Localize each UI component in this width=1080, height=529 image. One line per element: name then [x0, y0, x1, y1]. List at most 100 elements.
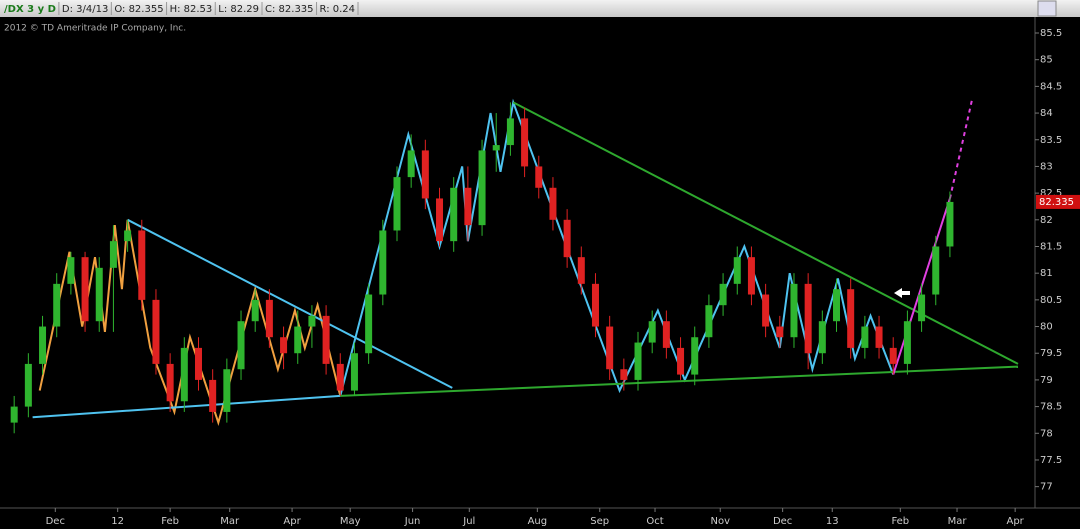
candle-body: [747, 257, 755, 295]
header-field: /DX 3 y D: [4, 4, 56, 15]
header: /DX 3 y D D: 3/4/13 O: 82.355 H: 82.53 L: 82…: [4, 2, 359, 15]
x-tick-label: Dec: [46, 516, 65, 527]
header-field: H: 82.53: [170, 4, 213, 15]
trend-line: [127, 218, 453, 389]
candle-body: [861, 326, 869, 348]
candle-body: [705, 305, 713, 338]
x-tick-label: Jul: [462, 516, 475, 527]
candle-body: [81, 257, 89, 322]
candle-body: [577, 257, 585, 284]
candle-body: [606, 326, 614, 370]
candle-body: [124, 230, 132, 242]
copyright: 2012 © TD Ameritrade IP Company, Inc.: [4, 24, 186, 34]
x-tick-label: Mar: [948, 516, 968, 527]
header-field: R: 0.24: [320, 4, 355, 15]
candle-body: [506, 118, 514, 146]
candle-body: [10, 406, 18, 423]
candle-body: [833, 289, 841, 322]
candle-body: [308, 315, 316, 327]
candle-body: [549, 187, 557, 220]
candle-body: [733, 257, 741, 284]
candle-body: [379, 230, 387, 295]
header-bar: [0, 0, 1080, 17]
candle-body: [322, 315, 330, 364]
trend-line: [340, 365, 1019, 397]
candle-body: [762, 294, 770, 327]
y-tick-label: 85: [1040, 55, 1053, 66]
x-tick-label: Feb: [161, 516, 179, 527]
x-tick-label: Nov: [710, 516, 730, 527]
candle-body: [166, 363, 174, 402]
x-tick-label: Jun: [404, 516, 421, 527]
candle-body: [492, 145, 500, 151]
candle-body: [478, 150, 486, 226]
x-tick-label: May: [340, 516, 361, 527]
y-tick-label: 85.5: [1040, 28, 1062, 39]
x-tick-label: Sep: [590, 516, 609, 527]
header-icon[interactable]: [1037, 0, 1057, 17]
y-tick-label: 82.5: [1040, 188, 1062, 199]
y-tick-label: 82: [1040, 215, 1053, 226]
candle-body: [407, 150, 415, 178]
candle-body: [464, 187, 472, 226]
x-tick-label: Aug: [528, 516, 548, 527]
candle-body: [223, 369, 231, 412]
y-tick-label: 84: [1040, 108, 1053, 119]
arrow-marker: [894, 288, 910, 298]
candle-body: [946, 201, 954, 247]
candle-body: [294, 326, 302, 354]
header-field: C: 82.335: [265, 4, 314, 15]
candle-body: [591, 283, 599, 327]
y-tick-label: 83: [1040, 161, 1053, 172]
candle-body: [932, 246, 940, 295]
candle-body: [180, 347, 188, 402]
candle-body: [450, 187, 458, 242]
y-tick-label: 77.5: [1040, 455, 1062, 466]
x-tick-label: Apr: [283, 516, 301, 527]
candle-body: [691, 337, 699, 375]
y-tick-label: 79.5: [1040, 348, 1062, 359]
candle-body: [53, 283, 61, 327]
y-tick-label: 77: [1040, 482, 1053, 493]
x-tick-label: 12: [111, 516, 124, 527]
candle-body: [620, 369, 628, 380]
y-tick-label: 84.5: [1040, 81, 1062, 92]
y-tick-label: 83.5: [1040, 135, 1062, 146]
x-tick-label: Dec: [773, 516, 792, 527]
candle-body: [24, 363, 32, 407]
y-tick-label: 81: [1040, 268, 1053, 279]
candle-body: [237, 321, 245, 370]
candle-body: [918, 294, 926, 322]
plot: [32, 96, 1019, 427]
candle-body: [251, 299, 259, 322]
candle-body: [336, 363, 344, 391]
last-price-label: 82.335: [1039, 197, 1074, 208]
y-tick-label: 79: [1040, 375, 1053, 386]
header-field: O: 82.355: [114, 4, 163, 15]
candle-body: [903, 321, 911, 364]
candle-body: [634, 342, 642, 380]
candle-body: [648, 321, 656, 343]
candle-body: [39, 326, 47, 364]
candle-body: [875, 326, 883, 348]
x-tick-label: 13: [826, 516, 839, 527]
candle-body: [194, 347, 202, 380]
candle-body: [804, 283, 812, 354]
x-tick-label: Feb: [891, 516, 909, 527]
candle-body: [521, 118, 529, 167]
candle-body: [535, 166, 543, 188]
candle-body: [138, 230, 146, 300]
y-tick-label: 78.5: [1040, 402, 1062, 413]
y-tick-label: 80: [1040, 322, 1053, 333]
candle-body: [563, 219, 571, 258]
candle-body: [209, 379, 217, 412]
candle-body: [776, 326, 784, 338]
header-field: D: 3/4/13: [62, 4, 108, 15]
candle-body: [677, 347, 685, 375]
x-tick-label: Oct: [646, 516, 663, 527]
trend-line: [339, 98, 895, 397]
candle-body: [365, 294, 373, 354]
candle-body: [109, 241, 117, 268]
